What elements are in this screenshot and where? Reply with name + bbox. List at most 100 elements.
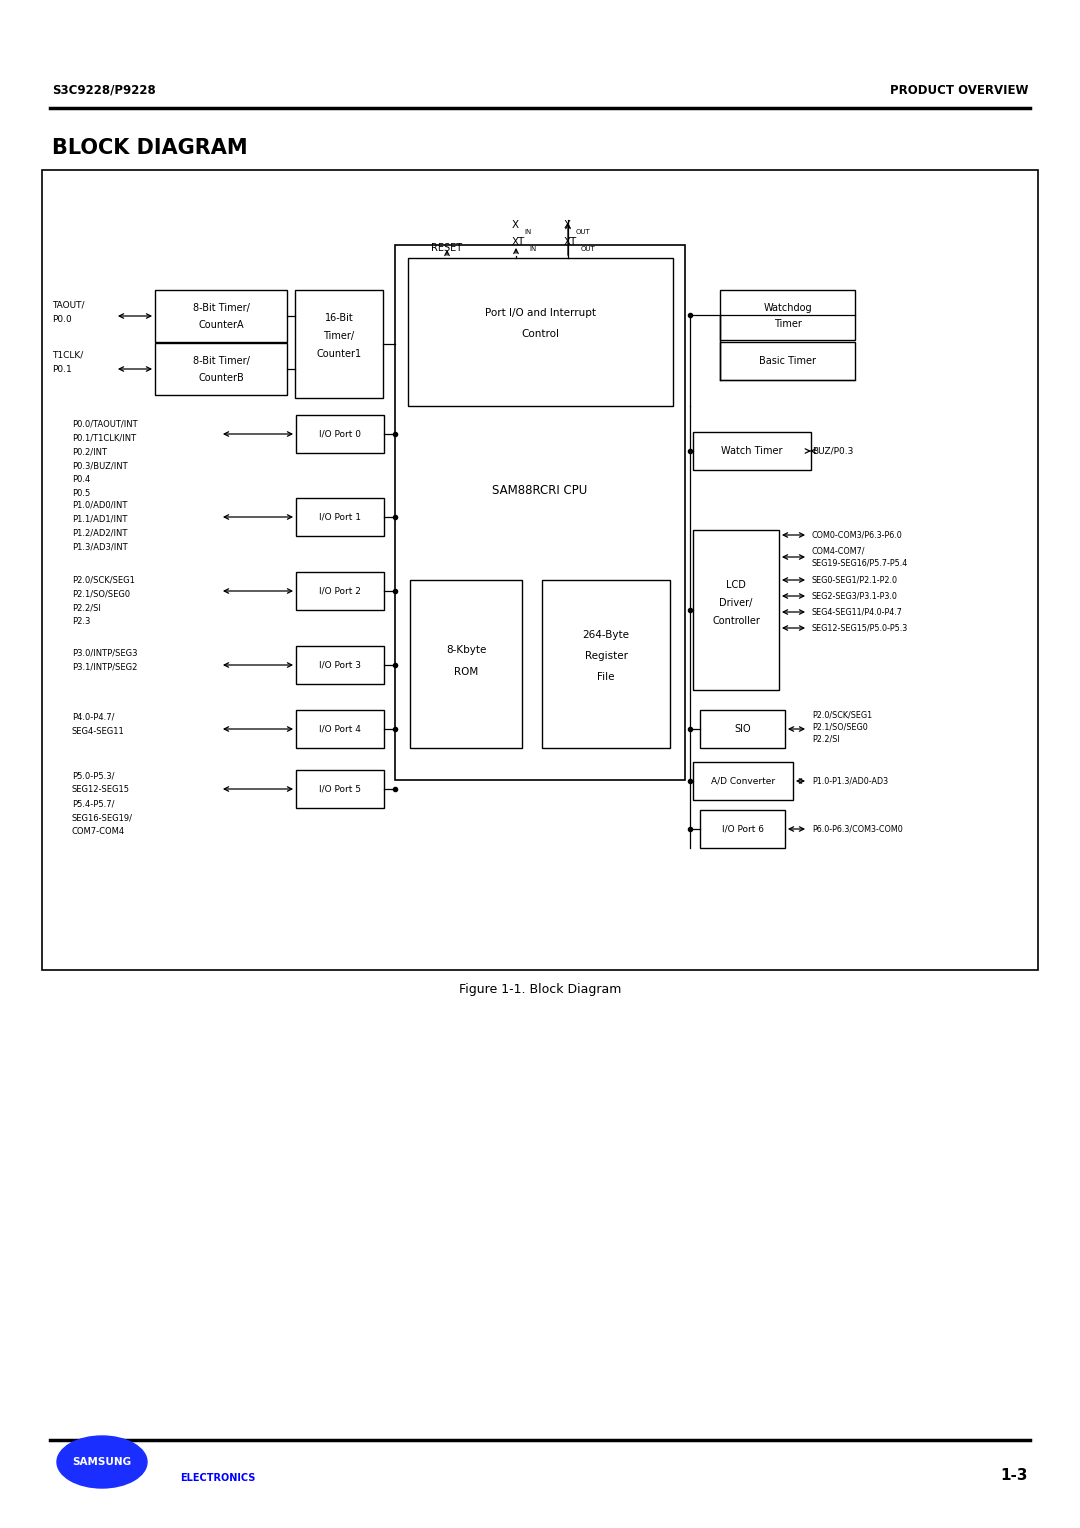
Text: CounterB: CounterB — [198, 373, 244, 384]
Text: SEG4-SEG11/P4.0-P4.7: SEG4-SEG11/P4.0-P4.7 — [812, 608, 903, 616]
Text: I/O Port 2: I/O Port 2 — [319, 587, 361, 596]
Text: Control: Control — [522, 329, 559, 339]
Text: XT: XT — [564, 237, 577, 248]
Text: Watch Timer: Watch Timer — [721, 446, 783, 455]
Text: P2.0/SCK/SEG1: P2.0/SCK/SEG1 — [812, 711, 873, 720]
Text: I/O Port 6: I/O Port 6 — [721, 825, 764, 833]
Bar — [693, 432, 811, 471]
Text: OUT: OUT — [581, 246, 596, 252]
Bar — [408, 258, 673, 406]
Text: Figure 1-1. Block Diagram: Figure 1-1. Block Diagram — [459, 984, 621, 996]
Bar — [156, 290, 287, 342]
Text: P5.0-P5.3/: P5.0-P5.3/ — [72, 772, 114, 781]
Text: 264-Byte: 264-Byte — [582, 630, 630, 640]
Text: P0.1: P0.1 — [52, 365, 71, 374]
Bar — [296, 646, 384, 685]
Text: 16-Bit: 16-Bit — [325, 313, 353, 322]
Bar — [295, 290, 383, 397]
Bar — [700, 810, 785, 848]
Text: P4.0-P4.7/: P4.0-P4.7/ — [72, 712, 114, 721]
Text: SEG19-SEG16/P5.7-P5.4: SEG19-SEG16/P5.7-P5.4 — [812, 559, 908, 567]
Text: SEG12-SEG15/P5.0-P5.3: SEG12-SEG15/P5.0-P5.3 — [812, 623, 908, 633]
Text: File: File — [597, 672, 615, 681]
Text: Timer/: Timer/ — [323, 332, 354, 341]
Text: P2.0/SCK/SEG1: P2.0/SCK/SEG1 — [72, 576, 135, 585]
Ellipse shape — [57, 1436, 147, 1488]
Text: P3.1/INTP/SEG2: P3.1/INTP/SEG2 — [72, 663, 137, 671]
Bar — [296, 416, 384, 452]
Text: SEG2-SEG3/P3.1-P3.0: SEG2-SEG3/P3.1-P3.0 — [812, 591, 897, 601]
Text: SEG0-SEG1/P2.1-P2.0: SEG0-SEG1/P2.1-P2.0 — [812, 576, 897, 585]
Text: 8-Bit Timer/: 8-Bit Timer/ — [192, 303, 249, 313]
Text: P2.1/SO/SEG0: P2.1/SO/SEG0 — [812, 723, 867, 732]
Text: IN: IN — [524, 229, 531, 235]
Text: I/O Port 3: I/O Port 3 — [319, 660, 361, 669]
Bar — [296, 498, 384, 536]
Text: BLOCK DIAGRAM: BLOCK DIAGRAM — [52, 138, 247, 157]
Bar — [720, 342, 855, 380]
Text: LCD: LCD — [726, 581, 746, 590]
Bar — [720, 290, 855, 341]
Text: P0.5: P0.5 — [72, 489, 91, 498]
Text: Watchdog: Watchdog — [764, 303, 812, 313]
Text: CounterA: CounterA — [199, 319, 244, 330]
Text: Counter1: Counter1 — [316, 348, 362, 359]
Bar — [395, 244, 685, 779]
Text: P2.3: P2.3 — [72, 617, 91, 626]
Bar — [296, 711, 384, 749]
Text: P1.0-P1.3/AD0-AD3: P1.0-P1.3/AD0-AD3 — [812, 776, 888, 785]
Text: I/O Port 0: I/O Port 0 — [319, 429, 361, 439]
Text: P0.2/INT: P0.2/INT — [72, 448, 107, 457]
Text: Port I/O and Interrupt: Port I/O and Interrupt — [485, 309, 596, 318]
Text: I/O Port 4: I/O Port 4 — [319, 724, 361, 733]
Text: P0.0/TAOUT/INT: P0.0/TAOUT/INT — [72, 420, 137, 428]
Text: A/D Converter: A/D Converter — [711, 776, 775, 785]
Text: Basic Timer: Basic Timer — [759, 356, 816, 367]
Text: RESET: RESET — [431, 243, 462, 254]
Text: P2.2/SI: P2.2/SI — [72, 604, 100, 613]
Bar — [42, 170, 1038, 970]
Text: SIO: SIO — [734, 724, 751, 733]
Text: P1.0/AD0/INT: P1.0/AD0/INT — [72, 501, 127, 509]
Text: SAMSUNG: SAMSUNG — [72, 1458, 132, 1467]
Text: COM4-COM7/: COM4-COM7/ — [812, 547, 865, 556]
Bar — [156, 342, 287, 396]
Bar — [410, 581, 522, 749]
Text: P2.2/SI: P2.2/SI — [812, 735, 839, 744]
Text: S3C9228/P9228: S3C9228/P9228 — [52, 84, 156, 96]
Text: P0.1/T1CLK/INT: P0.1/T1CLK/INT — [72, 434, 136, 443]
Text: COM0-COM3/P6.3-P6.0: COM0-COM3/P6.3-P6.0 — [812, 530, 903, 539]
Text: Timer: Timer — [773, 319, 801, 329]
Text: P0.3/BUZ/INT: P0.3/BUZ/INT — [72, 461, 127, 471]
Bar — [700, 711, 785, 749]
Text: Register: Register — [584, 651, 627, 662]
Text: P6.0-P6.3/COM3-COM0: P6.0-P6.3/COM3-COM0 — [812, 825, 903, 833]
Text: P1.1/AD1/INT: P1.1/AD1/INT — [72, 515, 127, 524]
Text: I/O Port 1: I/O Port 1 — [319, 512, 361, 521]
Text: BUZ/P0.3: BUZ/P0.3 — [812, 446, 853, 455]
Text: P5.4-P5.7/: P5.4-P5.7/ — [72, 799, 114, 808]
Text: Driver/: Driver/ — [719, 597, 753, 608]
Bar — [693, 530, 779, 691]
Text: P2.1/SO/SEG0: P2.1/SO/SEG0 — [72, 590, 130, 599]
Text: Controller: Controller — [712, 616, 760, 626]
Text: ELECTRONICS: ELECTRONICS — [180, 1473, 255, 1484]
Text: 1-3: 1-3 — [1000, 1467, 1028, 1482]
Text: P1.3/AD3/INT: P1.3/AD3/INT — [72, 542, 127, 552]
Text: P0.0: P0.0 — [52, 315, 71, 324]
Text: P1.2/AD2/INT: P1.2/AD2/INT — [72, 529, 127, 538]
Text: I/O Port 5: I/O Port 5 — [319, 784, 361, 793]
Bar — [296, 571, 384, 610]
Text: X: X — [512, 220, 519, 231]
Text: 8-Kbyte: 8-Kbyte — [446, 645, 486, 656]
Text: SEG12-SEG15: SEG12-SEG15 — [72, 785, 130, 795]
Text: ROM: ROM — [454, 668, 478, 677]
Text: 8-Bit Timer/: 8-Bit Timer/ — [192, 356, 249, 367]
Text: T1CLK/: T1CLK/ — [52, 350, 83, 359]
Text: IN: IN — [529, 246, 537, 252]
Bar — [296, 770, 384, 808]
Bar — [693, 762, 793, 801]
Text: SAM88RCRI CPU: SAM88RCRI CPU — [492, 483, 588, 497]
Text: SEG16-SEG19/: SEG16-SEG19/ — [72, 813, 133, 822]
Text: COM7-COM4: COM7-COM4 — [72, 828, 125, 836]
